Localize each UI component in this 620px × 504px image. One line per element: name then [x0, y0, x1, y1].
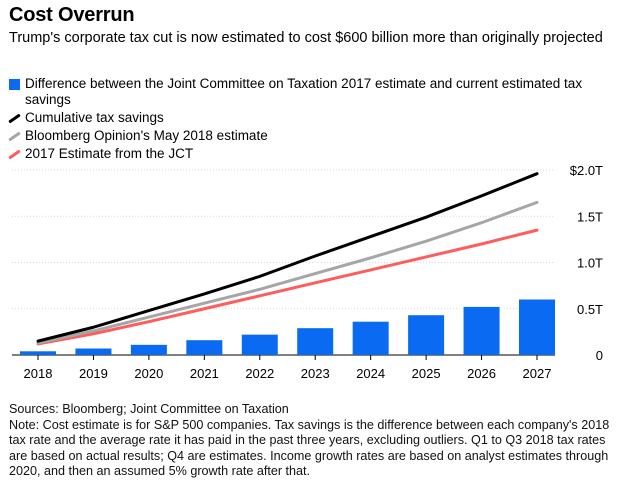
- bar-2027: [519, 299, 555, 355]
- legend-item-jct: 2017 Estimate from the JCT: [8, 146, 609, 162]
- bar-2023: [297, 328, 334, 355]
- x-tick-label-2018: 2018: [24, 366, 53, 381]
- x-tick-label-2019: 2019: [79, 366, 108, 381]
- legend-item-bloomberg: Bloomberg Opinion's May 2018 estimate: [8, 128, 609, 144]
- x-tick-label-2025: 2025: [412, 366, 441, 381]
- x-tick-label-2023: 2023: [301, 366, 330, 381]
- legend-label-difference: Difference between the Joint Committee o…: [25, 76, 583, 107]
- x-tick-label-2020: 2020: [134, 366, 163, 381]
- bar-2018: [20, 351, 56, 355]
- chart-notes: Sources: Bloomberg; Joint Committee on T…: [9, 402, 613, 480]
- y-tick-label-4: $2.0T: [570, 163, 603, 178]
- legend-item-cumulative: Cumulative tax savings: [8, 110, 609, 126]
- legend-swatch-bloomberg: [8, 131, 21, 142]
- y-tick-label-0: 0: [596, 348, 603, 363]
- x-tick-label-2027: 2027: [523, 366, 552, 381]
- bar-2025: [408, 315, 445, 355]
- chart-title: Cost Overrun: [9, 4, 135, 26]
- y-tick-label-2: 1.0T: [577, 256, 603, 271]
- legend-label-cumulative: Cumulative tax savings: [25, 110, 164, 125]
- line-series-1: [36, 172, 539, 343]
- x-tick-label-2024: 2024: [356, 366, 385, 381]
- chart-subtitle: Trump's corporate tax cut is now estimat…: [9, 30, 603, 46]
- sources-text: Sources: Bloomberg; Joint Committee on T…: [9, 402, 289, 416]
- legend-label-jct: 2017 Estimate from the JCT: [25, 146, 194, 161]
- bar-2020: [130, 344, 167, 355]
- legend-item-difference: Difference between the Joint Committee o…: [9, 76, 609, 108]
- bar-2022: [241, 334, 278, 355]
- legend-swatch-cumulative: [8, 113, 21, 124]
- x-tick-label-2022: 2022: [245, 366, 274, 381]
- bar-2026: [463, 306, 500, 355]
- chart-area: 0 0.5T 1.0T 1.5T $2.0T 2018 2019 2020 2021 2022 20…: [12, 163, 603, 381]
- bar-2019: [75, 348, 112, 355]
- x-tick-label-2021: 2021: [190, 366, 219, 381]
- legend: Difference between the Joint Committee o…: [8, 76, 609, 164]
- y-tick-label-3: 1.5T: [577, 209, 603, 224]
- bar-2021: [186, 340, 223, 355]
- bar-2024: [352, 321, 389, 355]
- legend-label-bloomberg: Bloomberg Opinion's May 2018 estimate: [25, 128, 268, 143]
- x-tick-label-2026: 2026: [467, 366, 496, 381]
- legend-swatch-difference: [9, 79, 20, 90]
- line-series-3: [36, 228, 539, 346]
- note-text: Note: Cost estimate is for S&P 500 compa…: [9, 417, 610, 479]
- line-series-2: [36, 200, 539, 345]
- y-tick-label-1: 0.5T: [577, 302, 603, 317]
